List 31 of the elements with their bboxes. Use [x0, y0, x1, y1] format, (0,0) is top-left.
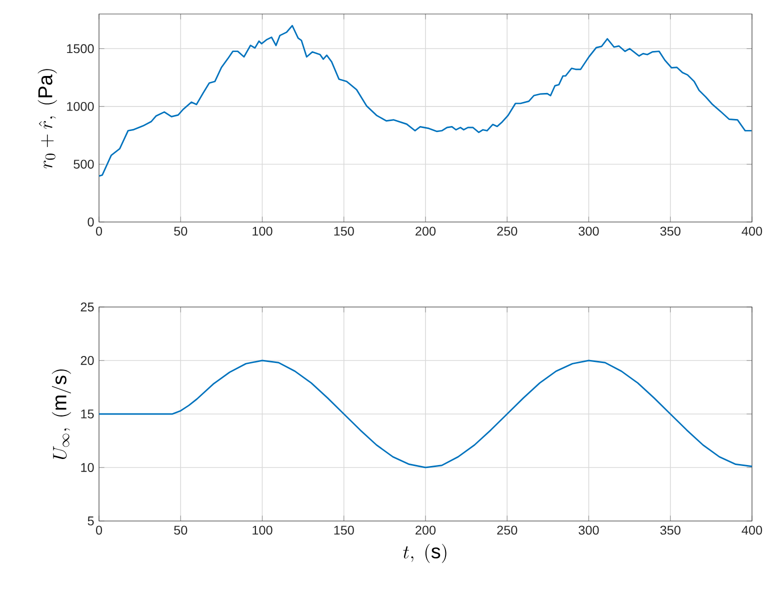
x-tick-label: 300 — [578, 226, 599, 236]
y-tick-label: 500 — [74, 160, 94, 169]
x-tick-label: 200 — [416, 526, 436, 535]
x-tick-label: 50 — [174, 226, 188, 236]
x-tick-label: 50 — [174, 526, 188, 535]
x-tick-label: 350 — [660, 226, 680, 236]
line-series — [99, 24, 752, 177]
x-tick-label: 250 — [497, 226, 518, 236]
x-tick-label: 200 — [416, 226, 436, 236]
x-tick-label: 150 — [334, 226, 354, 236]
y-tick-label: 15 — [81, 410, 94, 418]
y-tick-label: 25 — [80, 302, 94, 312]
y-axis-title: $U_\infty,\ (\mathrm{m/s})$ — [52, 370, 72, 460]
y-tick-label: 10 — [81, 463, 94, 472]
y-tick-label: 1500 — [67, 44, 94, 54]
y-tick-label: 20 — [80, 356, 94, 365]
x-tick-label: 300 — [578, 526, 599, 535]
x-tick-label: 0 — [96, 226, 102, 236]
x-tick-label: 150 — [334, 526, 354, 535]
y-tick-label: 0 — [88, 218, 94, 226]
x-tick-label: 100 — [252, 526, 272, 535]
x-axis-title: $t,\ (\mathrm{s})$ — [403, 544, 446, 564]
x-tick-label: 100 — [252, 226, 272, 236]
y-axis-title: $r_0+\hat{r},\ (\mathrm{Pa})$ — [38, 69, 57, 168]
y-tick-label: 1000 — [67, 102, 94, 111]
x-tick-label: 250 — [497, 526, 518, 535]
x-tick-label: 350 — [660, 526, 680, 535]
x-tick-label: 400 — [742, 526, 762, 535]
x-tick-label: 400 — [742, 226, 762, 236]
x-tick-label: 0 — [96, 526, 102, 535]
y-tick-label: 5 — [88, 516, 94, 526]
